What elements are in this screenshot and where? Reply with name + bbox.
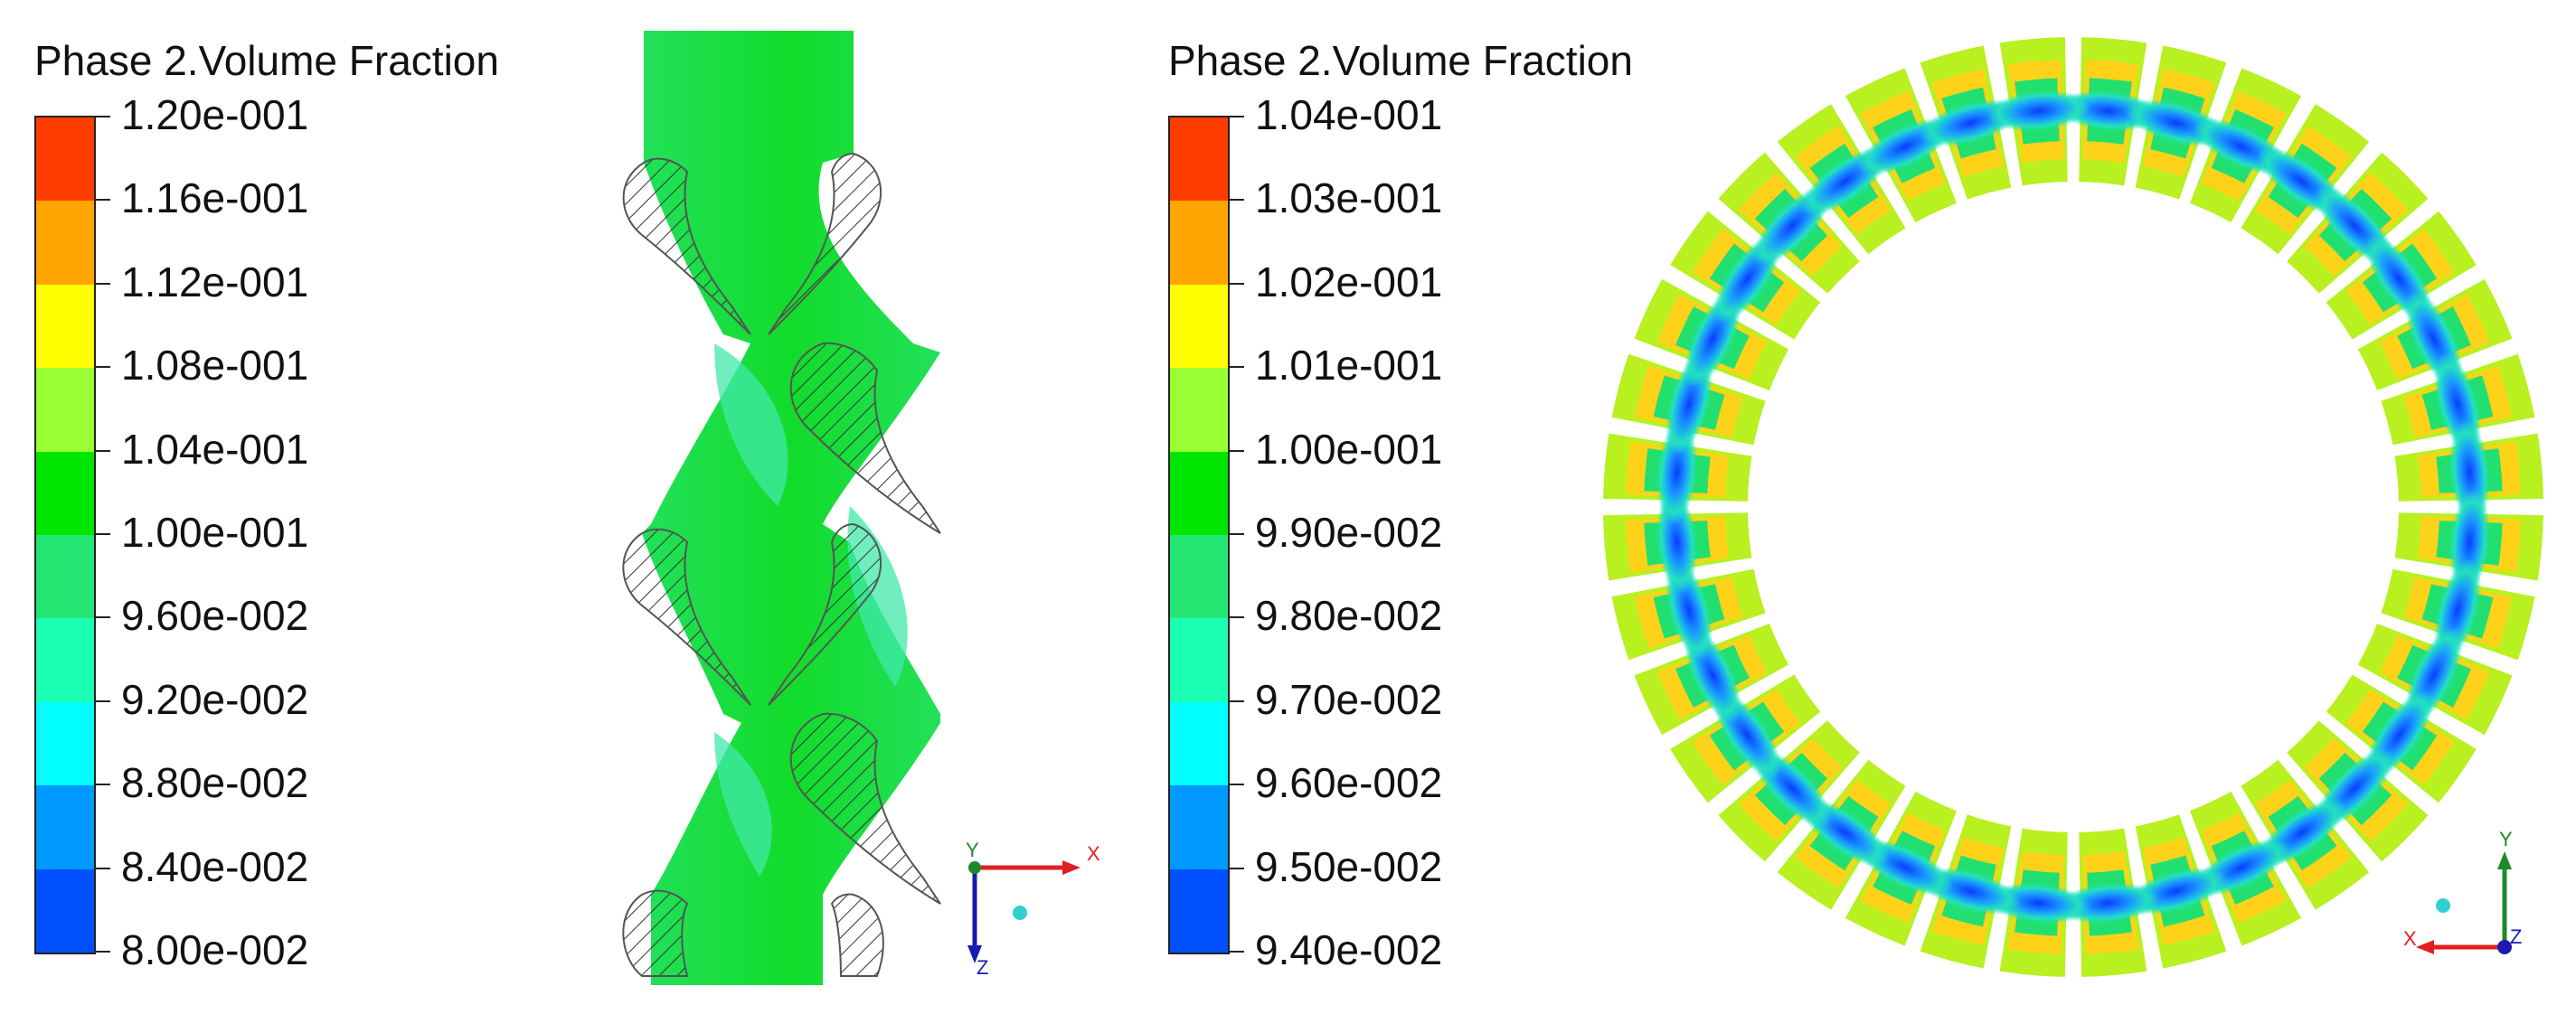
right-legend-label: 1.00e-001 — [1255, 425, 1443, 473]
left-legend-tick — [96, 951, 110, 953]
right-legend-label: 9.90e-002 — [1255, 509, 1443, 556]
left-legend-label: 1.20e-001 — [121, 91, 309, 138]
right-legend-swatch — [1170, 868, 1228, 953]
left-legend-tick — [96, 282, 110, 285]
left-triad-z-label: Z — [977, 956, 988, 979]
solid-blade — [768, 522, 882, 706]
left-legend-label: 1.16e-001 — [121, 174, 309, 222]
left-legend-label: 1.12e-001 — [121, 258, 309, 305]
left-legend-swatch — [36, 284, 94, 369]
left-legend-tick — [96, 199, 110, 202]
left-legend-colorbar — [34, 116, 96, 954]
right-legend-tick — [1230, 366, 1244, 369]
left-legend-swatch — [36, 451, 94, 536]
solid-blade — [768, 152, 882, 335]
right-legend-tick — [1230, 951, 1244, 953]
left-legend-label: 8.80e-002 — [121, 759, 309, 807]
right-legend-label: 9.80e-002 — [1255, 592, 1443, 640]
left-legend-tick — [96, 867, 110, 869]
right-legend-swatch — [1170, 618, 1228, 703]
left-legend-swatch — [36, 368, 94, 453]
right-legend-swatch — [1170, 535, 1228, 619]
left-legend-swatch — [36, 618, 94, 703]
right-legend-tick — [1230, 867, 1244, 869]
left-legend-label: 9.20e-002 — [121, 675, 309, 723]
right-legend-label: 1.04e-001 — [1255, 91, 1443, 138]
solid-blade — [622, 889, 689, 977]
right-legend-label: 1.03e-001 — [1255, 174, 1443, 222]
left-triad-x-label: X — [1087, 842, 1100, 865]
right-legend-tick — [1230, 282, 1244, 285]
right-legend-colorbar — [1168, 116, 1230, 954]
left-triad-y-label: Y — [966, 839, 979, 861]
right-legend-swatch — [1170, 701, 1228, 786]
left-legend-tick — [96, 699, 110, 702]
left-legend-title: Phase 2.Volume Fraction — [34, 37, 499, 84]
left-legend-tick — [96, 366, 110, 369]
left-legend-swatch — [36, 201, 94, 286]
right-legend-tick — [1230, 616, 1244, 619]
left-legend-swatch — [36, 868, 94, 953]
left-legend-swatch — [36, 785, 94, 870]
right-legend-swatch — [1170, 284, 1228, 369]
left-legend-label: 8.40e-002 — [121, 842, 309, 890]
right-legend-title: Phase 2.Volume Fraction — [1168, 37, 1633, 84]
left-legend-label: 1.08e-001 — [121, 342, 309, 390]
left-legend-tick — [96, 116, 110, 117]
left-legend-tick — [96, 533, 110, 535]
right-legend-swatch — [1170, 201, 1228, 286]
left-legend-swatch — [36, 701, 94, 786]
left-legend-label: 9.60e-002 — [121, 592, 309, 640]
right-legend-swatch — [1170, 117, 1228, 202]
right-legend-tick — [1230, 199, 1244, 202]
right-legend-label: 9.40e-002 — [1255, 926, 1443, 973]
left-legend-label: 1.04e-001 — [121, 425, 309, 473]
right-legend-label: 1.01e-001 — [1255, 342, 1443, 390]
solid-blade — [789, 712, 941, 905]
left-legend-tick — [96, 616, 110, 619]
right-legend-tick — [1230, 533, 1244, 535]
solid-blade — [622, 528, 751, 706]
left-legend-swatch — [36, 117, 94, 202]
right-legend-tick — [1230, 116, 1244, 117]
right-legend-label: 9.60e-002 — [1255, 759, 1443, 807]
left-legend-label: 8.00e-002 — [121, 926, 309, 973]
ring-contour — [1603, 37, 2543, 977]
right-legend-swatch — [1170, 368, 1228, 453]
right-axis-triad: X Y Z — [2403, 828, 2522, 954]
right-legend-swatch — [1170, 785, 1228, 870]
right-legend-tick — [1230, 699, 1244, 702]
solid-blade — [789, 342, 941, 534]
right-legend-label: 9.70e-002 — [1255, 675, 1443, 723]
solid-blade — [622, 157, 751, 335]
right-triad-z-label: Z — [2510, 925, 2522, 948]
left-legend-label: 1.00e-001 — [121, 509, 309, 556]
left-legend-tick — [96, 784, 110, 786]
right-legend-label: 9.50e-002 — [1255, 842, 1443, 890]
right-legend-swatch — [1170, 451, 1228, 536]
channel-contour-patch — [714, 732, 772, 877]
solid-blade — [830, 893, 884, 977]
right-legend-tick — [1230, 449, 1244, 452]
channel-contour-patch — [714, 343, 788, 506]
left-legend-tick — [96, 449, 110, 452]
right-triad-y-label: Y — [2499, 828, 2513, 850]
right-legend-tick — [1230, 784, 1244, 786]
right-legend-label: 1.02e-001 — [1255, 258, 1443, 305]
ring-sector-blob — [1986, 90, 2091, 132]
left-axis-triad: X Z Y — [966, 839, 1100, 979]
right-triad-x-label: X — [2403, 927, 2417, 950]
left-channel-contour — [622, 31, 941, 985]
left-legend-swatch — [36, 535, 94, 619]
